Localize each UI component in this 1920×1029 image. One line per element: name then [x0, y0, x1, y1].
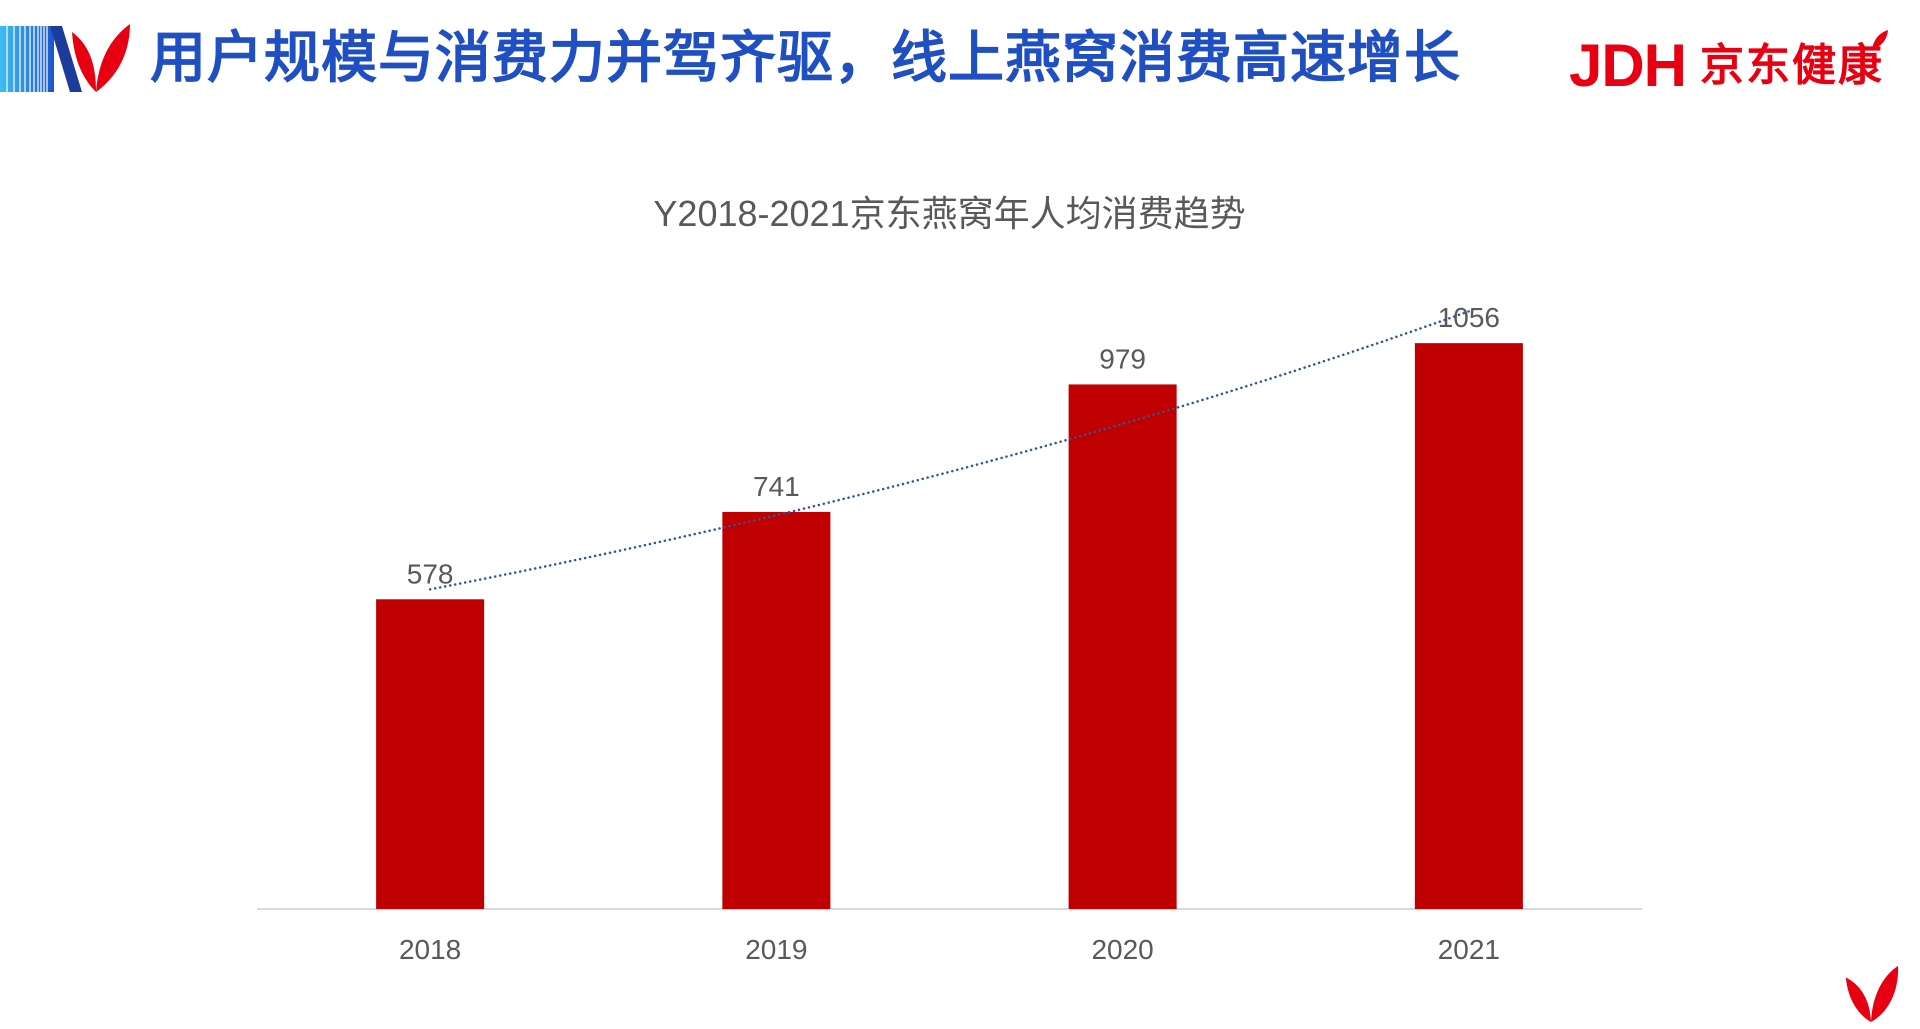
data-label-2019: 741 [753, 471, 800, 502]
brand-mark: JDH [1568, 32, 1687, 99]
stripes-graphic [0, 26, 82, 92]
category-label-2019: 2019 [745, 934, 807, 965]
bar-2021 [1414, 343, 1523, 909]
bar-2018 [376, 599, 485, 909]
data-label-2020: 979 [1099, 343, 1146, 374]
brand-name: 京东健康 [1700, 41, 1884, 90]
trendline [428, 310, 1471, 591]
leaf-icon [1872, 30, 1888, 49]
stripes-leaf-logo-icon [0, 24, 130, 92]
leaf-logo-icon [1845, 965, 1899, 1022]
chart-title: Y2018-2021京东燕窝年人均消费趋势 [653, 193, 1246, 234]
category-label-2021: 2021 [1438, 934, 1500, 965]
bar-2020 [1068, 384, 1177, 909]
data-label-2021: 1056 [1438, 302, 1500, 333]
red-leaf-icon [72, 24, 130, 92]
data-label-2018: 578 [407, 558, 454, 589]
page-title: 用户规模与消费力并驾齐驱，线上燕窝消费高速增长 [150, 27, 1461, 89]
brand-logo: JDH 京东健康 [1568, 30, 1888, 99]
bar-2019 [722, 511, 831, 909]
category-label-2018: 2018 [399, 934, 461, 965]
category-label-2020: 2020 [1091, 934, 1153, 965]
